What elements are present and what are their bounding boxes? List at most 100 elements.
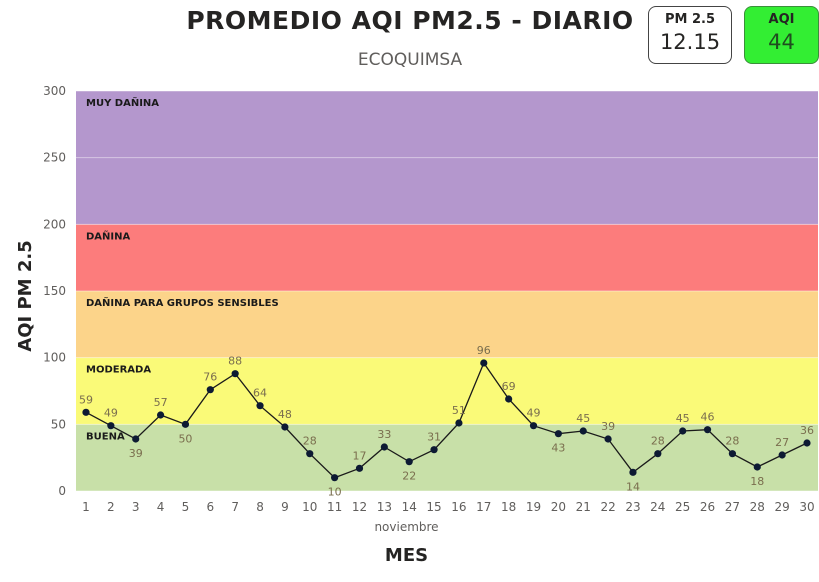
data-label-10: 10: [328, 486, 342, 499]
data-label-19: 43: [551, 442, 565, 455]
data-label-22: 14: [626, 480, 640, 493]
data-point-19: [554, 430, 562, 438]
x-tick-label-17: 18: [501, 500, 516, 514]
data-point-8: [281, 423, 289, 431]
x-tick-label-16: 17: [476, 500, 491, 514]
y-tick-label-6: 300: [43, 84, 66, 98]
data-label-12: 33: [377, 428, 391, 441]
aqi-card-value: 44: [768, 30, 795, 54]
aqi-card: AQI 44: [744, 6, 819, 64]
chart-subtitle: ECOQUIMSA: [357, 50, 463, 70]
x-tick-label-12: 13: [377, 500, 392, 514]
data-point-24: [679, 427, 687, 435]
aqi-band-label-2: DAÑINA PARA GRUPOS SENSIBLES: [86, 296, 279, 309]
data-label-27: 18: [750, 475, 764, 488]
x-tick-label-28: 29: [774, 500, 789, 514]
data-point-12: [380, 443, 388, 451]
y-tick-label-0: 0: [58, 484, 66, 498]
x-tick-label-7: 8: [256, 500, 264, 514]
x-tick-label-6: 7: [231, 500, 239, 514]
x-tick-label-20: 21: [576, 500, 591, 514]
data-label-16: 96: [477, 344, 491, 357]
y-tick-label-5: 250: [43, 151, 66, 165]
data-point-9: [306, 450, 314, 458]
aqi-band-label-1: MODERADA: [86, 365, 151, 376]
data-point-21: [604, 435, 612, 443]
data-point-6: [231, 370, 239, 378]
data-point-4: [181, 420, 190, 428]
x-tick-label-19: 20: [551, 500, 566, 514]
data-label-3: 57: [154, 396, 168, 409]
series-line: [85, 361, 808, 479]
y-axis-title: AQI PM 2.5: [15, 240, 36, 351]
data-label-2: 39: [129, 447, 143, 460]
data-label-21: 39: [601, 420, 615, 433]
data-point-10: [331, 474, 339, 482]
data-label-18: 49: [527, 407, 541, 420]
x-tick-label-18: 19: [526, 500, 541, 514]
y-tick-label-1: 50: [51, 417, 66, 431]
data-label-25: 46: [701, 411, 715, 424]
data-point-1: [107, 422, 115, 430]
data-point-11: [355, 464, 364, 472]
y-tick-label-4: 200: [43, 217, 66, 231]
data-label-5: 76: [203, 371, 217, 384]
data-point-15: [455, 419, 463, 427]
data-point-16: [480, 359, 488, 367]
aqi-card-label: AQI: [768, 12, 795, 27]
data-point-23: [654, 450, 662, 458]
data-label-7: 64: [253, 387, 267, 400]
x-tick-label-26: 27: [725, 500, 740, 514]
x-tick-label-9: 10: [302, 500, 317, 514]
data-label-23: 28: [651, 435, 665, 448]
aqi-line-chart: BUENA MODERADA DAÑINA PARA GRUPOS SENSIBLE…: [15, 84, 818, 566]
x-tick-label-8: 9: [281, 500, 289, 514]
x-axis-title: MES: [385, 545, 428, 566]
y-tick-label-2: 100: [43, 351, 66, 365]
data-label-11: 17: [352, 449, 366, 462]
data-label-14: 31: [427, 431, 441, 444]
data-label-9: 28: [303, 435, 317, 448]
data-point-25: [703, 426, 712, 434]
x-tick-label-15: 16: [451, 500, 466, 514]
data-label-26: 28: [725, 435, 739, 448]
x-tick-label-29: 30: [799, 500, 814, 514]
x-tick-label-22: 23: [625, 500, 640, 514]
x-tick-label-13: 14: [402, 500, 417, 514]
x-tick-label-27: 28: [750, 500, 765, 514]
data-label-28: 27: [775, 436, 789, 449]
aqi-band-label-4: MUY DAÑINA: [86, 96, 159, 109]
x-tick-label-5: 6: [206, 500, 214, 514]
x-tick-label-10: 11: [327, 500, 342, 514]
x-tick-label-3: 4: [157, 500, 165, 514]
aqi-band-label-3: DAÑINA: [86, 229, 130, 242]
data-label-1: 49: [104, 407, 118, 420]
x-tick-label-21: 22: [600, 500, 615, 514]
data-label-15: 51: [452, 404, 466, 417]
pm25-card-value: 12.15: [659, 30, 721, 54]
data-point-0: [82, 408, 90, 416]
data-point-27: [753, 463, 761, 471]
pm25-card-label: PM 2.5: [664, 12, 716, 27]
aqi-band-3: [76, 224, 818, 291]
x-tick-label-23: 24: [650, 500, 665, 514]
x-tick-label-0: 1: [82, 500, 90, 514]
data-label-20: 45: [576, 412, 590, 425]
data-point-13: [405, 458, 413, 466]
data-point-5: [206, 386, 214, 394]
aqi-band-label-0: BUENA: [86, 431, 125, 442]
y-tick-label-3: 150: [43, 284, 66, 298]
x-tick-label-2: 3: [132, 500, 140, 514]
aqi-band-2: [76, 291, 818, 358]
x-tick-label-25: 26: [700, 500, 715, 514]
data-label-17: 69: [502, 380, 516, 393]
data-point-20: [579, 427, 587, 435]
data-point-2: [132, 435, 140, 443]
data-label-24: 45: [676, 412, 690, 425]
data-point-26: [728, 450, 737, 458]
data-label-29: 36: [800, 424, 814, 437]
data-label-6: 88: [228, 355, 242, 368]
data-point-22: [629, 468, 637, 476]
data-label-13: 22: [402, 470, 416, 483]
data-point-29: [803, 439, 811, 447]
